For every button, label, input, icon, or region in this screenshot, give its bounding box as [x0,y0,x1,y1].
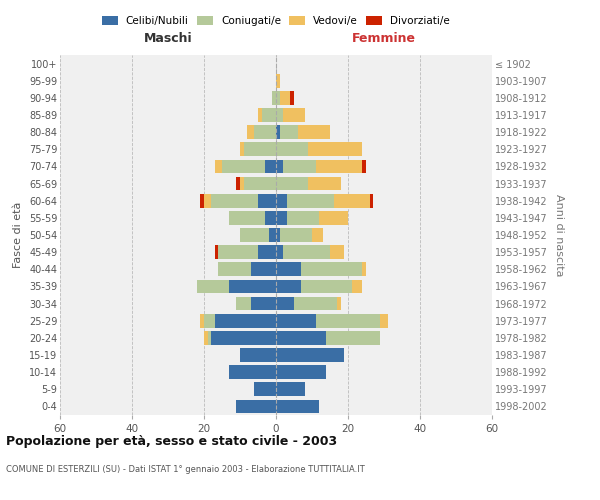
Bar [276,126,280,139]
Bar [290,91,294,104]
Bar [362,262,366,276]
Bar [276,366,326,379]
Bar [298,126,330,139]
Bar [258,246,276,259]
Bar [218,246,258,259]
Bar [301,262,362,276]
Bar [352,280,362,293]
Bar [276,211,287,224]
Bar [215,160,222,173]
Bar [262,108,276,122]
Bar [276,280,301,293]
Bar [197,280,229,293]
Bar [330,246,344,259]
Bar [244,142,276,156]
Bar [276,228,280,242]
Bar [251,262,276,276]
Bar [215,314,276,328]
Bar [258,108,262,122]
Bar [316,160,362,173]
Bar [218,262,251,276]
Bar [283,160,316,173]
Bar [229,211,265,224]
Bar [276,400,319,413]
Bar [276,160,283,173]
Bar [240,228,269,242]
Bar [211,331,276,344]
Bar [276,142,308,156]
Text: Popolazione per età, sesso e stato civile - 2003: Popolazione per età, sesso e stato civil… [6,435,337,448]
Bar [204,314,215,328]
Bar [265,160,276,173]
Bar [287,194,334,207]
Bar [240,176,244,190]
Text: Femmine: Femmine [352,32,416,44]
Bar [229,280,276,293]
Bar [280,126,298,139]
Bar [276,194,287,207]
Bar [236,296,251,310]
Bar [222,160,265,173]
Text: Maschi: Maschi [143,32,193,44]
Bar [276,296,294,310]
Bar [251,296,276,310]
Bar [276,176,308,190]
Bar [204,331,208,344]
Bar [316,314,380,328]
Bar [276,246,283,259]
Bar [280,228,312,242]
Bar [280,91,290,104]
Text: COMUNE DI ESTERZILI (SU) - Dati ISTAT 1° gennaio 2003 - Elaborazione TUTTITALIA.: COMUNE DI ESTERZILI (SU) - Dati ISTAT 1°… [6,465,365,474]
Bar [362,160,366,173]
Bar [312,228,323,242]
Bar [283,246,330,259]
Bar [294,296,337,310]
Bar [308,142,362,156]
Bar [244,176,276,190]
Bar [380,314,388,328]
Bar [319,211,348,224]
Bar [276,262,301,276]
Bar [326,331,380,344]
Bar [301,280,352,293]
Bar [370,194,373,207]
Bar [211,194,258,207]
Bar [236,400,276,413]
Bar [283,108,305,122]
Bar [247,126,254,139]
Bar [308,176,341,190]
Bar [287,211,319,224]
Bar [272,91,276,104]
Bar [276,74,280,88]
Bar [215,246,218,259]
Bar [200,194,204,207]
Bar [276,331,326,344]
Y-axis label: Fasce di età: Fasce di età [13,202,23,268]
Bar [204,194,211,207]
Bar [254,126,276,139]
Bar [236,176,240,190]
Bar [276,91,280,104]
Bar [337,296,341,310]
Bar [240,142,244,156]
Bar [276,382,305,396]
Bar [276,108,283,122]
Bar [240,348,276,362]
Bar [200,314,204,328]
Bar [208,331,211,344]
Bar [258,194,276,207]
Bar [276,314,316,328]
Bar [265,211,276,224]
Y-axis label: Anni di nascita: Anni di nascita [554,194,565,276]
Bar [229,366,276,379]
Bar [334,194,370,207]
Bar [269,228,276,242]
Bar [276,348,344,362]
Bar [254,382,276,396]
Legend: Celibi/Nubili, Coniugati/e, Vedovi/e, Divorziati/e: Celibi/Nubili, Coniugati/e, Vedovi/e, Di… [99,12,453,29]
